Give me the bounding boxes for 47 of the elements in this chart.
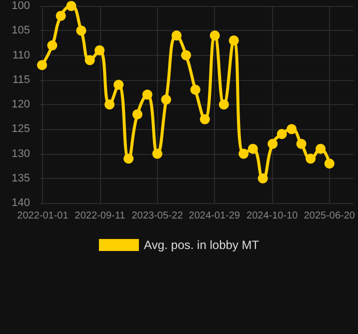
x-tick-label: 2022-09-11 — [74, 210, 126, 222]
y-tick-label: 140 — [12, 197, 30, 209]
point — [76, 26, 86, 36]
point — [296, 138, 306, 149]
point — [268, 138, 278, 149]
point — [84, 55, 95, 66]
legend-label: Avg. pos. in lobby MT — [144, 238, 260, 252]
point — [258, 173, 268, 184]
point — [316, 144, 326, 154]
x-tick-label: 2024-10-10 — [246, 210, 298, 222]
point — [210, 30, 220, 41]
x-tick-label: 2023-05-22 — [132, 210, 184, 222]
x-tick-label: 2025-06-20 — [304, 210, 356, 222]
point — [324, 158, 334, 169]
point — [47, 40, 58, 50]
point — [276, 129, 287, 140]
point — [228, 35, 239, 46]
y-tick-label: 120 — [12, 98, 30, 110]
point — [286, 124, 297, 134]
point — [37, 60, 48, 70]
point — [56, 10, 66, 21]
y-tick-label: 130 — [12, 148, 30, 160]
point — [152, 148, 162, 159]
point — [218, 100, 229, 110]
point — [132, 109, 142, 120]
point — [161, 94, 172, 105]
y-tick-label: 100 — [12, 0, 30, 12]
point — [114, 80, 124, 90]
point — [142, 90, 152, 100]
point — [200, 114, 210, 124]
point — [238, 148, 249, 159]
point — [181, 50, 192, 60]
y-tick-label: 135 — [12, 172, 30, 184]
point — [306, 154, 316, 164]
y-tick-label: 105 — [12, 24, 30, 37]
point — [190, 84, 200, 95]
x-tick-label: 2024-01-29 — [188, 210, 240, 222]
point — [124, 154, 134, 164]
point — [66, 1, 76, 11]
point — [248, 144, 258, 154]
point — [94, 45, 105, 56]
y-tick-label: 115 — [12, 74, 30, 86]
point — [172, 30, 182, 41]
y-tick-label: 110 — [12, 49, 30, 62]
point — [104, 100, 115, 110]
y-tick-label: 125 — [12, 123, 30, 136]
x-tick-label: 2022-01-01 — [17, 210, 69, 222]
